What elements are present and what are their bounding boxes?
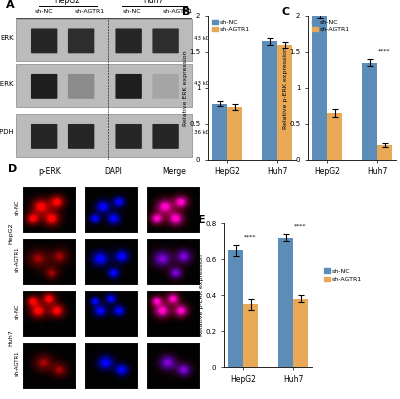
FancyBboxPatch shape <box>152 74 179 99</box>
Bar <box>16 114 192 156</box>
Text: GAPDH: GAPDH <box>0 129 14 135</box>
Text: 43 kDa: 43 kDa <box>194 81 214 86</box>
Text: E: E <box>198 215 205 225</box>
Text: A: A <box>6 0 14 10</box>
Y-axis label: Relative ERK expression: Relative ERK expression <box>183 50 188 126</box>
Text: sh-NC: sh-NC <box>15 304 20 319</box>
Y-axis label: Relative p-ERK expression: Relative p-ERK expression <box>283 47 288 129</box>
Bar <box>212 104 227 160</box>
Text: sh-AGTR1: sh-AGTR1 <box>75 10 105 14</box>
Bar <box>227 107 242 160</box>
Text: sh-NC: sh-NC <box>15 200 20 215</box>
Text: Huh7: Huh7 <box>143 0 164 5</box>
Bar <box>16 64 192 107</box>
Bar <box>362 63 377 160</box>
FancyBboxPatch shape <box>116 74 142 99</box>
Legend: sh-NC, sh-AGTR1: sh-NC, sh-AGTR1 <box>323 268 363 283</box>
Bar <box>243 304 258 367</box>
Bar <box>278 238 293 367</box>
FancyBboxPatch shape <box>68 74 94 99</box>
Legend: sh-NC, sh-AGTR1: sh-NC, sh-AGTR1 <box>311 19 351 33</box>
Text: sh-AGTR1: sh-AGTR1 <box>163 10 193 14</box>
FancyBboxPatch shape <box>152 124 179 149</box>
Text: 43 kDa: 43 kDa <box>194 36 214 41</box>
FancyBboxPatch shape <box>68 124 94 149</box>
Text: sh-NC: sh-NC <box>123 10 142 14</box>
Y-axis label: Relative p-ERK expression: Relative p-ERK expression <box>199 254 204 336</box>
FancyBboxPatch shape <box>152 28 179 53</box>
Bar <box>262 41 277 160</box>
Text: B: B <box>182 7 190 17</box>
Bar <box>16 19 192 61</box>
Text: D: D <box>8 164 17 174</box>
Text: ****: **** <box>244 234 257 239</box>
Text: HepG2: HepG2 <box>8 223 13 244</box>
Bar <box>293 299 308 367</box>
Text: Huh7: Huh7 <box>8 329 13 346</box>
Bar <box>327 113 342 160</box>
Text: **: ** <box>331 0 338 1</box>
Text: p-ERK: p-ERK <box>38 167 61 176</box>
Text: HepG2: HepG2 <box>54 0 80 5</box>
FancyBboxPatch shape <box>31 74 57 99</box>
FancyBboxPatch shape <box>68 28 94 53</box>
Text: p-ERK: p-ERK <box>0 81 14 87</box>
Text: ****: **** <box>378 48 391 53</box>
Text: Merge: Merge <box>162 167 186 176</box>
FancyBboxPatch shape <box>31 28 57 53</box>
Bar <box>377 145 392 160</box>
FancyBboxPatch shape <box>116 28 142 53</box>
Bar <box>312 12 327 160</box>
Text: 36 kDa: 36 kDa <box>194 130 214 135</box>
Text: sh-AGTR1: sh-AGTR1 <box>15 350 20 376</box>
Text: sh-NC: sh-NC <box>35 10 54 14</box>
Legend: sh-NC, sh-AGTR1: sh-NC, sh-AGTR1 <box>211 19 251 33</box>
Text: C: C <box>282 7 290 17</box>
FancyBboxPatch shape <box>116 124 142 149</box>
Text: DAPI: DAPI <box>104 167 122 176</box>
FancyBboxPatch shape <box>31 124 57 149</box>
Bar <box>228 251 243 367</box>
Text: ERK: ERK <box>1 35 14 41</box>
Text: sh-AGTR1: sh-AGTR1 <box>15 247 20 272</box>
Bar <box>277 45 292 160</box>
Text: ****: **** <box>294 223 307 229</box>
